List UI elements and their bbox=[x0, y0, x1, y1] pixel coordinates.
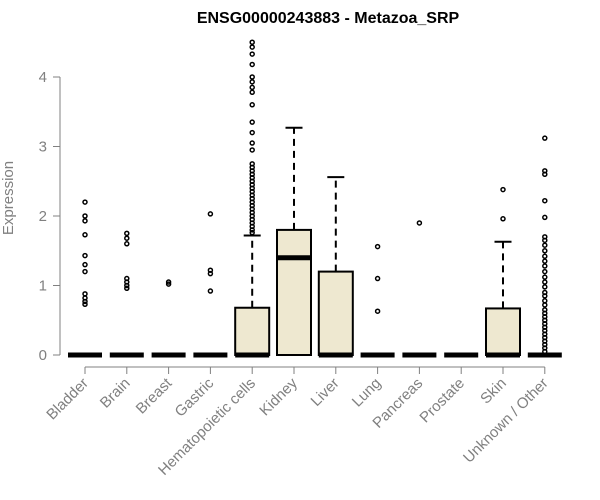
outlier-point bbox=[124, 285, 130, 292]
outlier-point bbox=[207, 211, 214, 217]
outlier-point bbox=[542, 293, 548, 299]
box-hematopoietic-cells bbox=[234, 39, 271, 358]
x-tick-label: Bladder bbox=[43, 375, 92, 424]
y-tick-label: 0 bbox=[39, 347, 47, 364]
outlier-point bbox=[82, 291, 88, 297]
box-kidney bbox=[276, 126, 312, 356]
outlier-point bbox=[82, 218, 88, 224]
outlier-point bbox=[542, 242, 548, 248]
y-axis-label: Expression bbox=[0, 161, 17, 235]
box bbox=[276, 228, 312, 356]
outlier-point bbox=[374, 308, 381, 314]
outlier-point bbox=[542, 302, 548, 308]
outlier-point bbox=[124, 230, 130, 237]
outlier-point bbox=[249, 140, 255, 146]
x-tick-label: Brain bbox=[97, 375, 134, 412]
box-gastric bbox=[193, 211, 228, 358]
outlier-point bbox=[82, 298, 88, 305]
box-bladder bbox=[68, 199, 102, 358]
box-lung bbox=[360, 243, 395, 358]
outlier-point bbox=[124, 235, 130, 241]
y-tick-label: 4 bbox=[39, 69, 47, 86]
box-brain bbox=[109, 230, 144, 358]
outlier-point bbox=[249, 102, 255, 108]
outlier-point bbox=[249, 84, 255, 91]
outlier-point bbox=[542, 274, 548, 280]
outlier-point bbox=[82, 232, 88, 238]
outlier-point bbox=[249, 51, 255, 57]
box bbox=[234, 306, 271, 356]
outlier-point bbox=[207, 288, 214, 294]
outlier-point bbox=[124, 241, 130, 247]
x-tick-label: Lung bbox=[349, 375, 385, 411]
y-tick-label: 2 bbox=[39, 208, 47, 225]
outlier-point bbox=[374, 243, 381, 250]
chart-title: ENSG00000243883 - Metazoa_SRP bbox=[197, 10, 460, 27]
x-tick-label: Skin bbox=[477, 375, 510, 408]
outlier-point bbox=[542, 135, 548, 141]
x-tick-label: Liver bbox=[308, 375, 343, 410]
outlier-point bbox=[542, 258, 548, 264]
box-unknown-other bbox=[527, 135, 562, 358]
outlier-point bbox=[82, 199, 88, 205]
box-pancreas bbox=[402, 220, 437, 358]
outlier-point bbox=[542, 253, 548, 260]
y-tick-label: 1 bbox=[39, 278, 47, 295]
outlier-point bbox=[374, 275, 381, 282]
outlier-point bbox=[249, 39, 255, 45]
outlier-point bbox=[542, 237, 548, 244]
outlier-point bbox=[249, 147, 255, 153]
outlier-point bbox=[82, 252, 88, 259]
outlier-point bbox=[249, 74, 255, 80]
outlier-point bbox=[249, 61, 255, 68]
outlier-point bbox=[249, 129, 255, 136]
outlier-point bbox=[82, 213, 88, 219]
outlier-point bbox=[249, 227, 255, 233]
outlier-point bbox=[416, 220, 423, 226]
boxes-group bbox=[68, 39, 562, 358]
x-tick-label: Prostate bbox=[416, 375, 468, 427]
outlier-point bbox=[165, 279, 172, 285]
y-tick-label: 3 bbox=[39, 139, 47, 156]
outlier-point bbox=[542, 298, 548, 304]
outlier-point bbox=[82, 261, 88, 268]
outlier-point bbox=[249, 44, 255, 50]
outlier-point bbox=[542, 268, 548, 275]
outlier-point bbox=[82, 268, 88, 275]
outlier-point bbox=[82, 301, 88, 308]
outlier-point bbox=[542, 248, 548, 254]
outlier-point bbox=[249, 79, 255, 85]
box bbox=[317, 270, 354, 357]
box bbox=[485, 307, 521, 356]
outlier-point bbox=[207, 270, 214, 277]
y-axis: 0 1 2 3 4 bbox=[39, 69, 61, 364]
outlier-point bbox=[124, 282, 130, 289]
outlier-point bbox=[249, 119, 255, 125]
outlier-point bbox=[165, 281, 172, 287]
outlier-point bbox=[249, 229, 255, 236]
outlier-point bbox=[542, 171, 548, 178]
x-tick-label: Kidney bbox=[256, 374, 301, 419]
outlier-point bbox=[542, 279, 548, 285]
outlier-point bbox=[500, 216, 506, 222]
outlier-point bbox=[542, 263, 548, 269]
x-tick-label: Breast bbox=[133, 374, 176, 417]
box-breast bbox=[151, 279, 186, 358]
outlier-point bbox=[542, 284, 548, 290]
outlier-point bbox=[249, 89, 255, 96]
outlier-point bbox=[542, 197, 548, 204]
outlier-point bbox=[542, 348, 548, 355]
outlier-point bbox=[542, 214, 548, 221]
outlier-point bbox=[500, 186, 506, 193]
box-liver bbox=[317, 176, 354, 358]
box-skin bbox=[485, 186, 521, 358]
